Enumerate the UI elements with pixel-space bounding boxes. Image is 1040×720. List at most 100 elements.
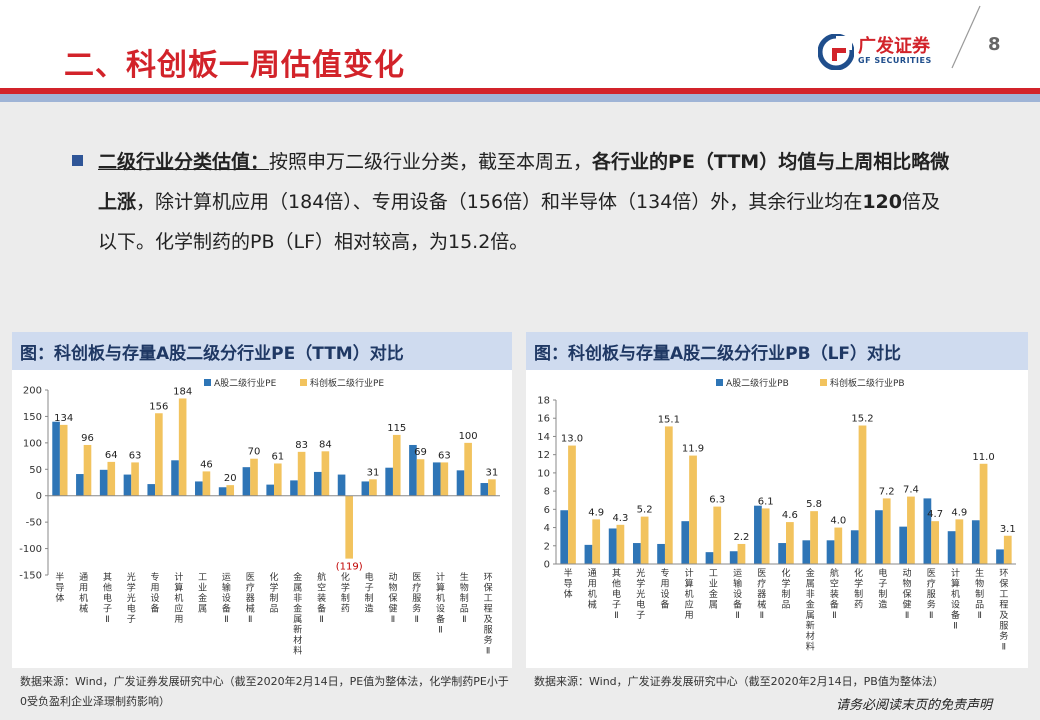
legend-label: A股二级行业PB [726, 377, 789, 389]
bar-a-share [171, 460, 179, 496]
bar-a-share [361, 481, 370, 496]
x-tick-label: 光学光电子 [127, 571, 136, 625]
x-tick-label: 光学光电子 [636, 567, 645, 621]
data-label: 69 [414, 447, 427, 458]
bar-a-share [754, 505, 762, 564]
bar-a-share [875, 510, 883, 564]
y-tick-label: 0 [36, 491, 42, 502]
x-tick-label: 电子制造 [365, 571, 374, 615]
bar-kcb [568, 445, 576, 564]
bar-kcb [440, 462, 449, 496]
page-number: 8 [988, 34, 1001, 55]
data-label: 64 [105, 450, 118, 461]
data-label: 84 [319, 439, 332, 450]
x-tick-label: 医疗器械 Ⅱ [757, 568, 766, 621]
data-label: 96 [81, 433, 94, 444]
bar-a-share [560, 510, 569, 564]
bar-kcb [834, 527, 843, 564]
pb-chart-panel: A股二级行业PB 科创板二级行业PB 0 2 4 6 8 10 12 14 16 18 13.0 半导体 4… [526, 370, 1028, 668]
x-tick-label: 生物制品 Ⅱ [460, 571, 469, 625]
y-tick-label: -150 [19, 571, 42, 582]
y-tick-label: 10 [537, 468, 550, 479]
logo-english-name: GF SECURITIES [858, 56, 932, 65]
summary-text-3: 倍及以下。化学制药的PB（LF）相对较高，为15.2倍。 [98, 191, 941, 253]
summary-label: 二级行业分类估值： [98, 151, 270, 173]
data-label: 70 [248, 447, 261, 458]
bar-kcb [416, 459, 425, 496]
y-tick-label: 100 [23, 438, 42, 449]
summary-text-2: ，除计算机应用（184倍）、专用设备（156倍）和半导体（134倍）外，其余行业… [136, 191, 863, 213]
data-label: 115 [387, 423, 406, 434]
data-label: (119) [336, 562, 363, 573]
bar-a-share [608, 528, 617, 564]
bar-a-share [480, 483, 489, 496]
data-label: 156 [149, 401, 168, 412]
data-label: 63 [438, 450, 451, 461]
y-tick-label: 6 [544, 505, 550, 516]
x-tick-label: 化学制品 [781, 567, 790, 611]
x-tick-label: 计算机设备 Ⅱ [951, 567, 960, 632]
data-label: 61 [271, 451, 284, 462]
data-label: 11.0 [972, 452, 994, 463]
data-label: 15.1 [658, 414, 680, 425]
summary-bold-2: 120 [862, 191, 902, 213]
x-tick-label: 环保工程及服务 Ⅱ [484, 572, 493, 657]
x-tick-label: 专用设备 [151, 571, 160, 615]
y-tick-label: 16 [537, 414, 550, 425]
data-label: 134 [54, 413, 73, 424]
x-tick-label: 化学制药 [854, 567, 863, 611]
summary-bold-1: 各行业的PE（TTM）均值与上周相比略微上涨 [98, 151, 950, 213]
x-tick-label: 医疗服务 Ⅱ [927, 568, 936, 621]
bar-a-share [266, 484, 274, 496]
bar-kcb [321, 451, 330, 496]
bar-kcb [640, 516, 649, 564]
bar-kcb [155, 413, 163, 496]
bar-kcb [202, 471, 211, 496]
x-tick-label: 其他电子 Ⅱ [103, 572, 112, 625]
x-tick-label: 通用机械 [79, 572, 88, 615]
y-tick-label: 18 [537, 396, 550, 407]
bar-a-share [584, 544, 593, 564]
bar-kcb [131, 462, 139, 496]
bar-kcb [345, 495, 353, 559]
data-label: 31 [486, 467, 499, 478]
pe-chart-heading-bar: 图：科创板与存量A股二级分行业PE（TTM）对比 [12, 332, 512, 370]
bar-a-share [290, 480, 298, 496]
bar-kcb [616, 524, 625, 564]
bar-kcb [488, 479, 496, 496]
x-tick-label: 半导体 [55, 571, 64, 604]
y-tick-label: 0 [544, 560, 550, 571]
data-label: 4.7 [927, 509, 943, 520]
data-label: 4.0 [830, 516, 846, 527]
data-label: 13.0 [561, 434, 583, 445]
bar-a-share [705, 552, 714, 564]
data-label: 31 [367, 467, 380, 478]
bar-kcb [713, 506, 722, 564]
legend-swatch [820, 379, 827, 386]
bar-kcb [786, 522, 794, 564]
data-label: 4.9 [951, 507, 967, 518]
bar-kcb [297, 451, 306, 496]
bar-a-share [899, 526, 908, 564]
x-tick-label: 动物保健 Ⅱ [388, 572, 397, 625]
bar-a-share [337, 474, 346, 496]
bar-a-share [778, 543, 786, 564]
bar-a-share [826, 540, 835, 564]
data-label: 2.2 [733, 532, 749, 543]
bar-a-share [99, 469, 108, 496]
page-title: 二、科创板一周估值变化 [64, 48, 405, 83]
x-tick-label: 航空装备 Ⅱ [830, 567, 839, 621]
x-tick-label: 化学制品 [269, 571, 278, 615]
x-tick-label: 航空装备 Ⅱ [317, 571, 326, 625]
y-tick-label: 200 [23, 386, 42, 397]
pb-chart: A股二级行业PB 科创板二级行业PB 0 2 4 6 8 10 12 14 16 18 13.0 半导体 4… [537, 377, 1016, 653]
divider-slash [951, 5, 981, 69]
y-tick-label: 150 [23, 412, 42, 423]
legend-swatch [300, 379, 307, 386]
x-tick-label: 计算机应用 [174, 571, 183, 625]
bar-kcb [250, 458, 258, 496]
bar-a-share [947, 531, 956, 564]
logo-chinese-name: 广发证券 [858, 36, 930, 57]
bar-kcb [107, 461, 116, 496]
data-label: 7.4 [903, 485, 919, 496]
